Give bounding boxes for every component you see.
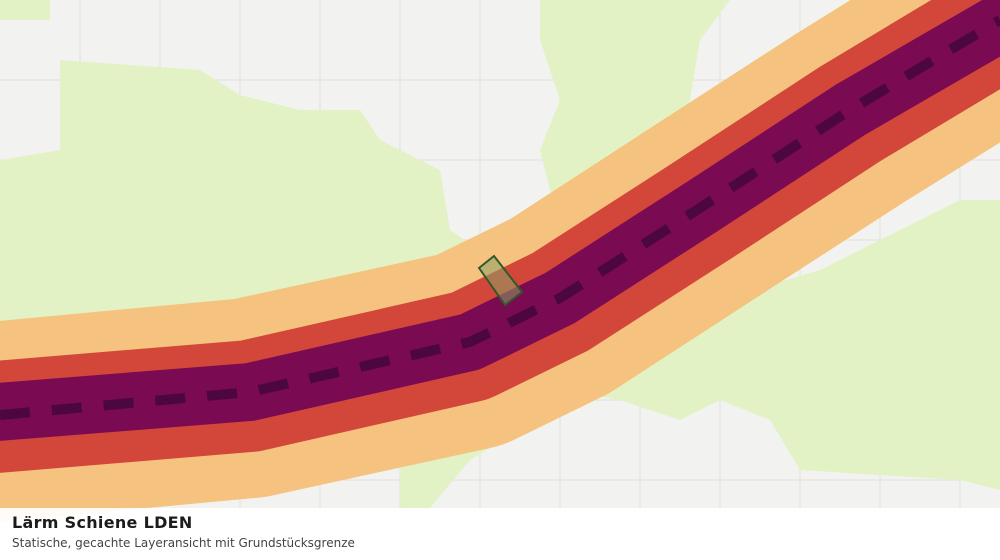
layer-title: Lärm Schiene LDEN [12, 513, 193, 532]
caption-panel [0, 508, 1000, 560]
noise-zone-max [0, 15, 1000, 420]
layer-subtitle: Statische, gecachte Layeransicht mit Gru… [12, 536, 355, 550]
noise-bands [0, 0, 1000, 522]
parcel-boundary [477, 254, 524, 307]
